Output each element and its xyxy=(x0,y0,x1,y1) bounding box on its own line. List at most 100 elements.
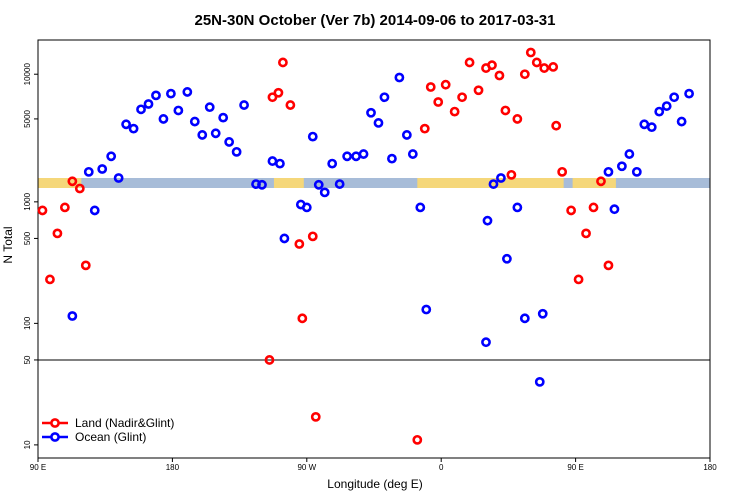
data-point xyxy=(301,202,312,213)
data-point xyxy=(310,411,321,422)
data-point xyxy=(581,228,591,239)
data-point xyxy=(121,119,132,130)
data-point xyxy=(89,205,100,216)
data-point xyxy=(531,57,542,68)
y-tick-label: 50 xyxy=(23,355,32,364)
data-point xyxy=(488,179,499,189)
data-point xyxy=(616,161,627,172)
x-tick-label: 0 xyxy=(439,463,444,472)
data-point xyxy=(257,179,267,190)
data-point xyxy=(487,60,497,71)
data-point xyxy=(534,376,545,387)
data-point xyxy=(74,183,85,194)
data-point xyxy=(80,260,91,271)
data-point xyxy=(588,202,599,213)
data-point xyxy=(494,70,505,81)
data-point xyxy=(500,105,511,116)
data-point xyxy=(97,164,108,174)
data-point xyxy=(473,85,484,96)
data-point xyxy=(327,158,338,169)
data-point xyxy=(669,92,680,103)
data-point xyxy=(557,166,568,177)
y-tick-label: 5000 xyxy=(23,109,32,127)
data-point xyxy=(654,106,665,117)
data-point xyxy=(519,313,530,324)
data-point xyxy=(609,204,620,215)
y-tick-label: 100 xyxy=(23,316,32,330)
data-point xyxy=(496,173,506,183)
y-tick-label: 1000 xyxy=(23,192,32,210)
data-point xyxy=(525,47,536,58)
legend-label: Land (Nadir&Glint) xyxy=(75,416,174,430)
data-point xyxy=(278,57,288,68)
land-segment xyxy=(273,178,304,188)
data-point xyxy=(279,233,290,244)
data-point xyxy=(539,63,550,73)
legend-marker xyxy=(50,418,60,428)
data-point xyxy=(373,118,384,128)
data-point xyxy=(624,149,635,159)
legend-label: Ocean (Glint) xyxy=(75,430,146,444)
data-point xyxy=(334,179,345,189)
frame xyxy=(37,39,711,459)
legend: Land (Nadir&Glint)Ocean (Glint) xyxy=(42,416,174,444)
data-point xyxy=(548,62,559,72)
data-point xyxy=(204,102,215,113)
data-point xyxy=(421,304,432,315)
x-tick-label: 90 E xyxy=(30,463,46,472)
data-point xyxy=(646,122,657,133)
data-point xyxy=(106,151,117,162)
data-point xyxy=(267,92,278,103)
data-point xyxy=(639,119,650,130)
data-point xyxy=(342,151,353,162)
y-axis: 5000 10000 10 50 100 500 1000 xyxy=(23,63,38,449)
data-point xyxy=(425,82,436,92)
data-point xyxy=(415,202,426,213)
data-point xyxy=(173,105,184,116)
data-point xyxy=(218,112,229,123)
land-segment xyxy=(572,178,616,188)
data-point xyxy=(83,166,94,177)
ocean-band xyxy=(38,178,710,188)
data-point xyxy=(449,106,460,117)
x-tick-label: 90 W xyxy=(297,463,316,472)
data-point xyxy=(313,179,324,190)
data-point xyxy=(307,131,318,142)
data-point xyxy=(151,90,161,101)
y-tick-label: 500 xyxy=(23,231,32,245)
data-point xyxy=(67,176,78,187)
data-point xyxy=(506,169,517,180)
data-point xyxy=(52,228,63,239)
data-point xyxy=(158,114,169,124)
x-tick-label: 180 xyxy=(166,463,180,472)
land-segment xyxy=(38,178,82,188)
data-point xyxy=(512,202,523,213)
data-point xyxy=(59,202,70,213)
data-point xyxy=(67,311,78,321)
data-point xyxy=(136,104,146,115)
data-point xyxy=(481,337,491,348)
x-axis: 90 E 180 90 W 0 90 E 180 xyxy=(30,458,717,472)
data-point xyxy=(603,260,614,271)
data-point xyxy=(482,215,493,226)
data-point xyxy=(285,100,296,110)
land-ocean-mask xyxy=(38,178,710,188)
data-point xyxy=(457,92,468,103)
data-point xyxy=(440,79,451,90)
data-point xyxy=(273,87,284,98)
data-point xyxy=(128,123,139,134)
data-point xyxy=(358,149,369,159)
data-point xyxy=(224,137,235,147)
data-point xyxy=(351,151,361,162)
x-tick-label: 90 E xyxy=(567,463,583,472)
data-point xyxy=(264,355,275,365)
data-point xyxy=(419,123,430,134)
data-point xyxy=(596,176,606,187)
data-point xyxy=(684,88,694,99)
data-point xyxy=(394,72,405,83)
data-point xyxy=(412,434,423,445)
data-point xyxy=(366,107,376,118)
data-point xyxy=(433,97,444,107)
data-point xyxy=(676,116,687,127)
